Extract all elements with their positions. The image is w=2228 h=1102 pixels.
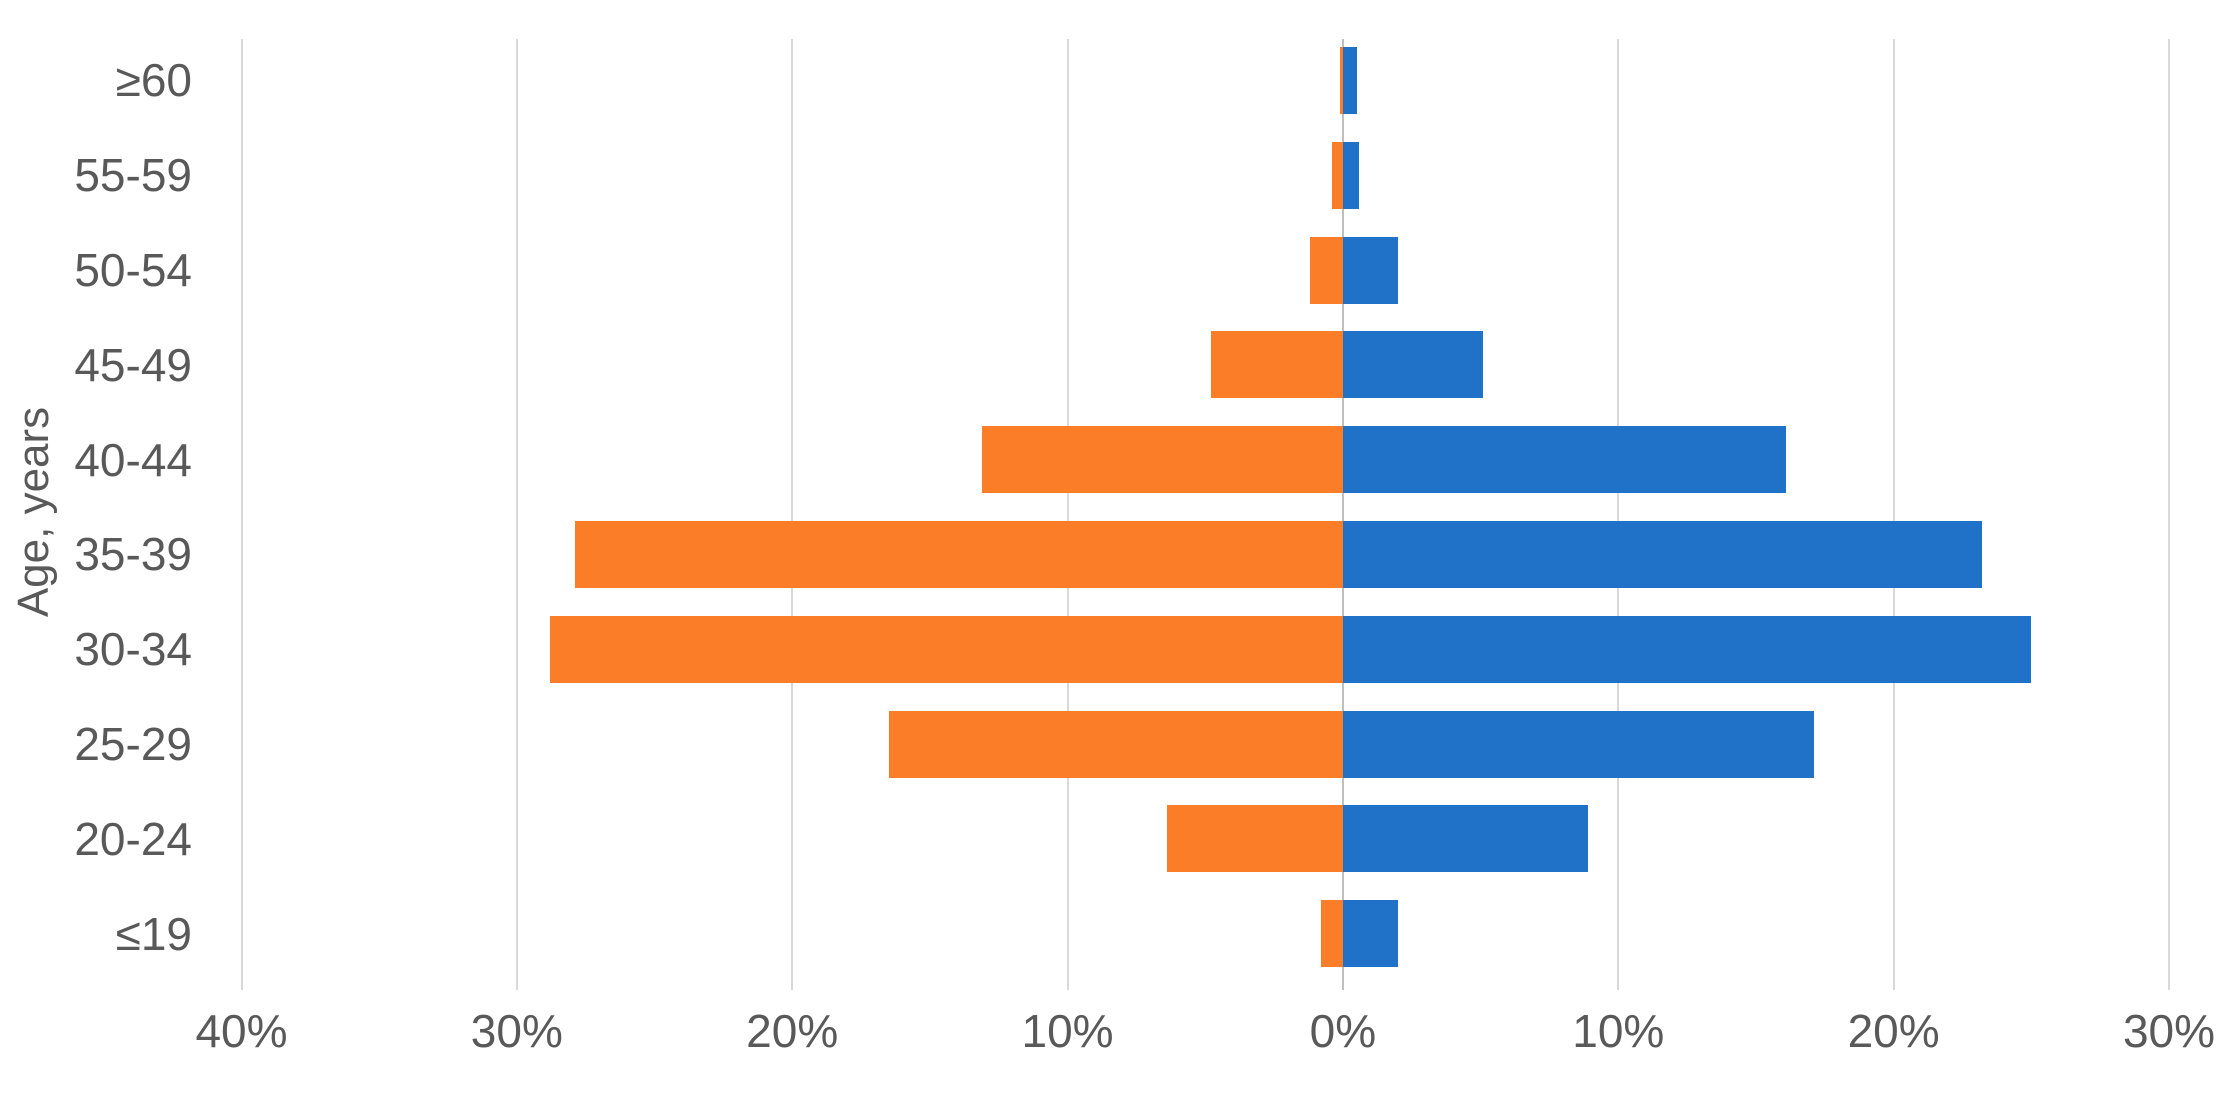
bar-right-blue (1342, 805, 1588, 873)
bar-left-orange (982, 426, 1343, 494)
x-tick-label: 10% (1021, 1005, 1114, 1057)
category-label: 25-29 (74, 718, 192, 770)
x-tick-label: 40% (195, 1005, 288, 1057)
bar-right-blue (1342, 426, 1787, 494)
gridline (1066, 39, 1069, 990)
bar-left-orange (574, 520, 1343, 588)
category-label: ≥60 (115, 54, 192, 107)
bar-right-blue (1342, 615, 2032, 683)
category-label: 30-34 (74, 623, 192, 676)
gridline (1892, 39, 1895, 990)
bar-right-blue (1342, 900, 1398, 968)
bar-left-orange (1166, 805, 1343, 873)
zero-axis-line (1341, 39, 1344, 990)
bar-left-orange (888, 710, 1343, 778)
gridline (515, 39, 518, 990)
x-tick-label: 20% (1847, 1005, 1940, 1057)
x-tick-label: 20% (746, 1005, 839, 1057)
category-label: 45-49 (74, 338, 192, 391)
bar-right-blue (1342, 331, 1484, 399)
bar-left-orange (1331, 141, 1343, 209)
category-label: 50-54 (74, 244, 192, 296)
gridline (1617, 39, 1620, 990)
bar-right-blue (1342, 46, 1357, 114)
bar-left-orange (549, 615, 1343, 683)
category-label: 35-39 (74, 528, 192, 581)
bar-right-blue (1342, 141, 1360, 209)
bar-right-blue (1342, 236, 1398, 304)
gridline (2168, 39, 2170, 990)
category-label: ≤19 (115, 907, 192, 960)
x-tick-label: 30% (470, 1005, 563, 1057)
bar-right-blue (1342, 520, 1982, 588)
category-label: 20-24 (74, 812, 192, 865)
bar-left-orange (1309, 236, 1343, 304)
gridline (791, 39, 794, 990)
gridline (240, 39, 243, 990)
x-tick-label: 10% (1572, 1005, 1665, 1057)
category-label: 55-59 (74, 149, 192, 202)
x-tick-label: 0% (1309, 1005, 1377, 1057)
x-tick-label: 30% (2122, 1005, 2216, 1057)
bar-left-orange (1210, 331, 1343, 399)
bar-left-orange (1320, 900, 1343, 968)
category-label: 40-44 (74, 433, 192, 486)
bar-right-blue (1342, 710, 1814, 778)
bar-left-orange (1340, 46, 1343, 114)
